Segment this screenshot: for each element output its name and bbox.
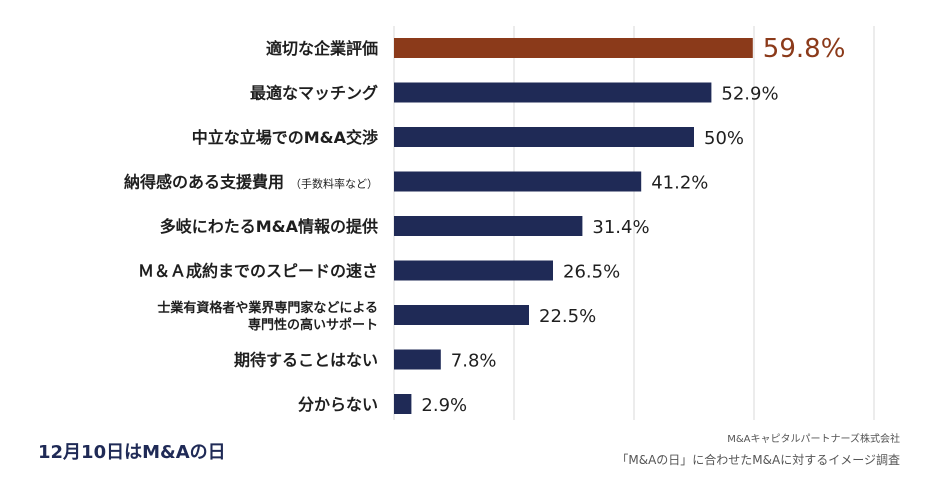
bar: [394, 394, 412, 414]
category-label: 専門性の高いサポート: [248, 317, 378, 333]
value-label: 26.5%: [563, 262, 620, 283]
value-label: 2.9%: [421, 395, 467, 416]
bar: [394, 82, 712, 103]
bar: [394, 260, 553, 281]
value-label: 59.8%: [763, 34, 846, 64]
footer-source: M&Aキャピタルパートナーズ株式会社 「M&Aの日」に合わせたM&Aに対するイメ…: [616, 430, 900, 468]
value-label: 31.4%: [592, 217, 649, 238]
category-label: 分からない: [298, 395, 378, 414]
category-label: Ｍ＆Ａ成約までのスピードの速さ: [138, 262, 378, 281]
bar: [394, 349, 441, 370]
value-label: 52.9%: [721, 84, 778, 105]
footer-note: 「M&Aの日」に合わせたM&Aに対するイメージ調査: [616, 453, 900, 467]
category-label: 適切な企業評価: [266, 39, 378, 58]
category-label: 納得感のある支援費用 （手数料率など）: [124, 173, 378, 192]
bar: [394, 127, 694, 147]
bar: [394, 305, 529, 325]
footer-company: M&Aキャピタルパートナーズ株式会社: [727, 434, 900, 445]
category-label: 期待することはない: [234, 351, 378, 370]
bar: [394, 216, 583, 236]
footer-title: 12月10日はM&Aの日: [38, 442, 226, 463]
category-label: 最適なマッチング: [250, 84, 378, 103]
value-label: 22.5%: [539, 306, 596, 327]
value-label: 7.8%: [451, 351, 497, 372]
category-label: 士業有資格者や業界専門家などによる: [157, 300, 378, 316]
bar: [394, 171, 642, 192]
category-label: 多岐にわたるM&A情報の提供: [160, 217, 378, 236]
category-label: 中立な立場でのM&A交渉: [192, 128, 378, 147]
value-label: 41.2%: [651, 173, 708, 194]
bar: [394, 38, 753, 58]
value-label: 50%: [704, 128, 744, 149]
